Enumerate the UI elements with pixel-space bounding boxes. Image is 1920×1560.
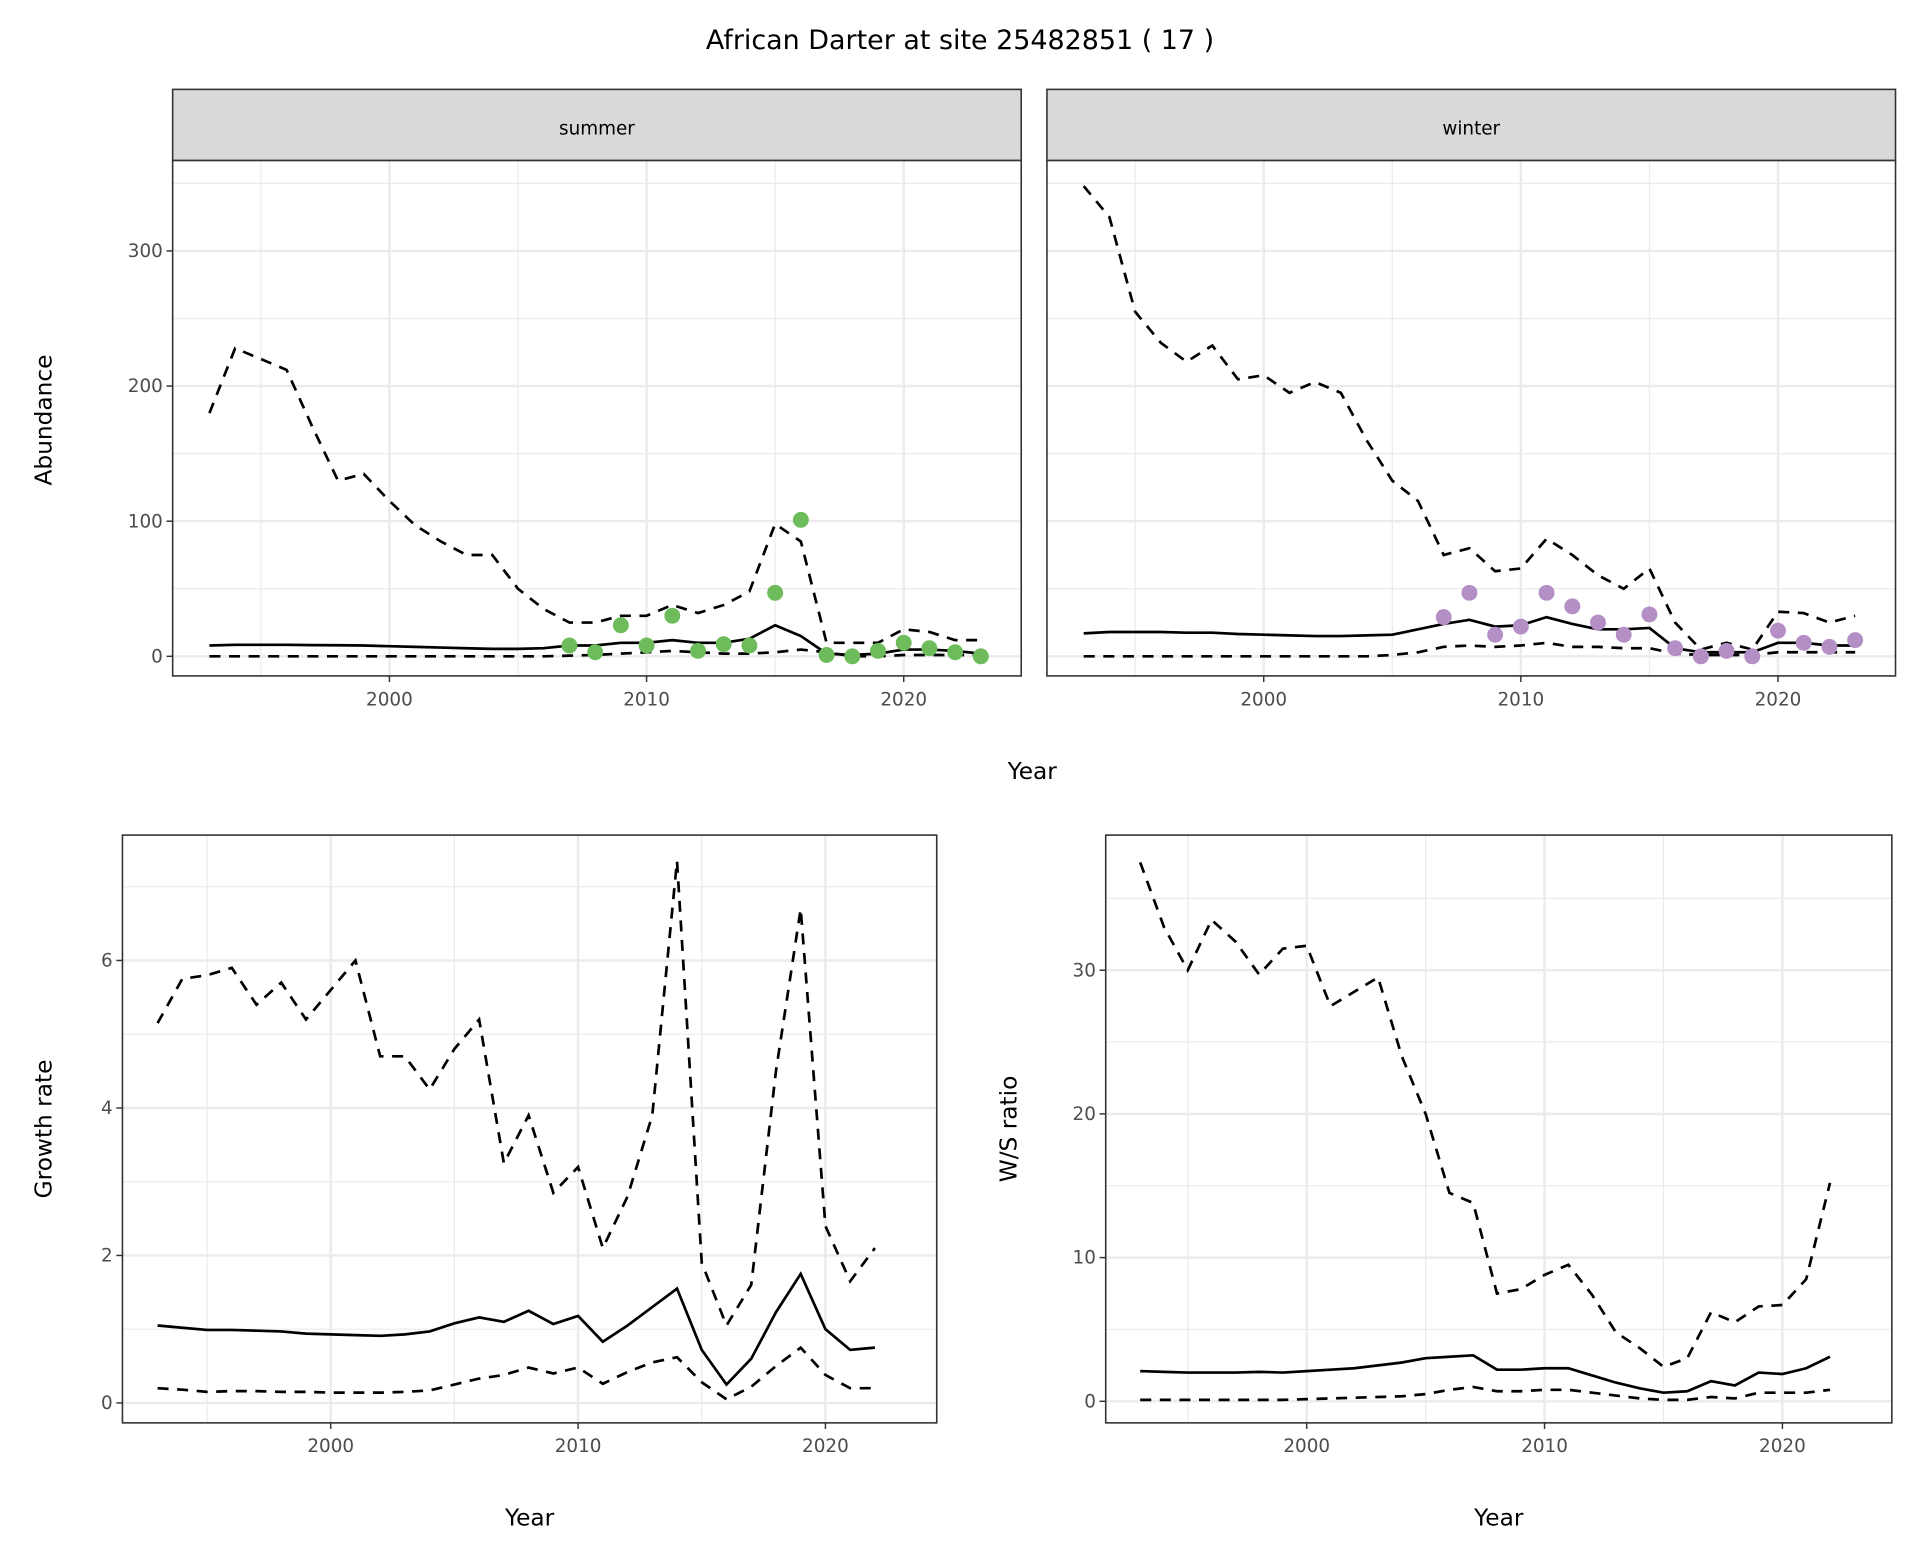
x-tick-label: 2000 <box>307 1436 354 1457</box>
y-tick-label: 2 <box>101 1246 113 1267</box>
x-tick-label: 2000 <box>1240 689 1287 710</box>
observed-point <box>1487 626 1504 643</box>
observed-point <box>1538 584 1555 601</box>
observed-point <box>1641 606 1658 623</box>
x-tick-label: 2020 <box>880 689 927 710</box>
panel-border <box>1104 834 1893 1424</box>
x-tick-label: 2020 <box>1759 1436 1806 1457</box>
y-tick-label: 0 <box>1084 1391 1096 1412</box>
observed-point <box>638 637 655 654</box>
panel-summer: 2000 2010 2020 0 100 200 300 summer Year Abundanc… <box>30 88 1058 785</box>
x-axis-title: Year <box>504 1505 555 1532</box>
observed-point <box>767 584 784 601</box>
observed-point <box>741 637 758 654</box>
observed-point <box>715 636 732 653</box>
y-tick-label: 200 <box>128 376 163 397</box>
series-mean-line <box>1140 1353 1831 1395</box>
observed-point <box>972 648 989 665</box>
x-tick-label: 2000 <box>1283 1436 1330 1457</box>
panel-border <box>121 834 938 1424</box>
panel-growth: 2000 2010 2020 0 2 4 6 Year Growth rate <box>30 834 938 1532</box>
series-lower-line <box>1083 641 1856 658</box>
observed-point <box>561 637 578 654</box>
panel-winter: 2000 2010 2020 winter <box>1046 88 1897 710</box>
observed-point <box>1692 648 1709 665</box>
y-tick-label: 300 <box>128 241 163 262</box>
x-tick-label: 2010 <box>623 689 670 710</box>
observed-point <box>1744 648 1761 665</box>
observed-point <box>1564 598 1581 615</box>
observed-point <box>1461 584 1478 601</box>
y-tick-label: 0 <box>101 1393 113 1414</box>
observed-point <box>587 644 604 661</box>
x-axis-title: Year <box>1473 1505 1524 1532</box>
series-mean-line <box>157 1271 876 1387</box>
chart-title: African Darter at site 25482851 ( 17 ) <box>706 25 1214 56</box>
observed-point <box>664 607 681 624</box>
observed-point <box>1718 642 1735 659</box>
x-tick-label: 2010 <box>1521 1436 1568 1457</box>
series-lower-line <box>1140 1385 1831 1402</box>
observed-point <box>870 642 886 659</box>
observed-point <box>792 511 809 528</box>
panel-ws: 2000 2010 2020 0 10 20 30 Year W/S ratio <box>995 834 1893 1532</box>
y-tick-label: 30 <box>1073 960 1096 981</box>
series-upper-line <box>1082 185 1856 652</box>
observed-point <box>844 648 861 665</box>
observed-point <box>1770 622 1786 639</box>
observed-point <box>1847 632 1864 649</box>
observed-point <box>895 634 912 651</box>
x-tick-label: 2020 <box>1755 689 1802 710</box>
x-tick-label: 2020 <box>802 1436 849 1457</box>
observed-point <box>612 617 629 634</box>
x-tick-label: 2010 <box>1497 689 1544 710</box>
series-lower-line <box>209 648 981 658</box>
series-lower-line <box>157 1345 875 1401</box>
observed-point <box>1590 614 1606 631</box>
series-upper-line <box>156 860 876 1329</box>
facet-strip <box>1046 88 1897 162</box>
y-tick-label: 10 <box>1073 1248 1096 1269</box>
y-tick-label: 100 <box>128 511 163 532</box>
y-axis-title: W/S ratio <box>995 1076 1022 1183</box>
observed-point <box>1821 638 1838 655</box>
observed-point <box>947 644 964 661</box>
y-tick-label: 6 <box>101 951 113 972</box>
x-tick-label: 2010 <box>555 1436 602 1457</box>
y-axis-title: Abundance <box>30 355 57 486</box>
y-tick-label: 0 <box>151 646 163 667</box>
y-tick-label: 4 <box>101 1098 113 1119</box>
observed-point <box>818 647 835 663</box>
observed-point <box>1795 634 1812 651</box>
y-axis-title: Growth rate <box>30 1060 57 1199</box>
facet-strip <box>171 88 1023 162</box>
series-upper-line <box>1138 861 1832 1369</box>
x-axis-title: Year <box>1007 758 1058 785</box>
observed-point <box>1435 609 1452 626</box>
y-tick-label: 20 <box>1073 1104 1096 1125</box>
observed-point <box>921 640 938 657</box>
observed-point <box>1512 618 1529 635</box>
observed-point <box>1667 640 1684 657</box>
x-tick-label: 2000 <box>366 689 413 710</box>
observed-point <box>690 642 706 659</box>
observed-point <box>1615 626 1632 643</box>
facet-strip-label: summer <box>559 119 635 140</box>
facet-strip-label: winter <box>1442 119 1500 140</box>
